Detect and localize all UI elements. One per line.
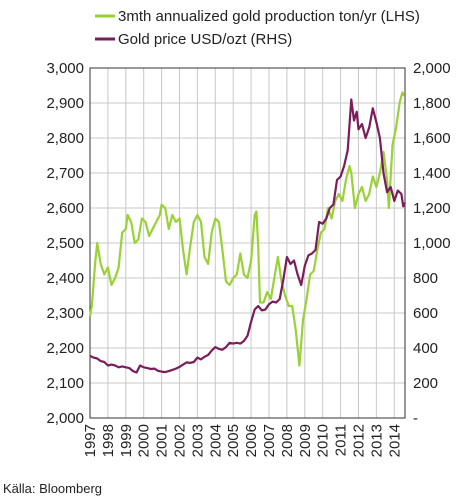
x-tick-label: 2006 <box>243 424 260 457</box>
y-left-tick-label: 2,800 <box>46 130 84 147</box>
x-tick-label: 2005 <box>225 424 242 457</box>
x-tick-label: 1997 <box>82 424 99 457</box>
y-left-tick-label: 2,700 <box>46 165 84 182</box>
x-tick-label: 2007 <box>261 424 278 457</box>
x-tick-label: 2000 <box>136 424 153 457</box>
x-tick-label: 1999 <box>118 424 135 457</box>
legend: 3mth annualized gold production ton/yr (… <box>95 8 420 48</box>
y-left-tick-label: 2,600 <box>46 200 84 217</box>
y-left-tick-label: 2,000 <box>46 410 84 427</box>
y-right-tick-label: 800 <box>413 270 438 287</box>
y-right-tick-label: 400 <box>413 340 438 357</box>
series-line-gold-price <box>89 98 406 374</box>
axes: 2,000 2,100 2,200 2,300 2,400 2,500 2,600 2,700… <box>46 60 450 457</box>
y-left-tick-label: 2,100 <box>46 375 84 392</box>
x-tick-label: 2008 <box>279 424 296 457</box>
x-tick-label: 2004 <box>207 424 224 457</box>
plot-frame <box>89 67 406 419</box>
x-tick-label: 2014 <box>386 424 403 457</box>
legend-label-production: 3mth annualized gold production ton/yr (… <box>118 8 420 25</box>
y-right-tick-label: 1,000 <box>413 235 451 252</box>
y-left-tick-label: 2,500 <box>46 235 84 252</box>
y-left-tick-label: 3,000 <box>46 60 84 77</box>
y-right-tick-label: 1,800 <box>413 95 451 112</box>
y-right-tick-label: 1,600 <box>413 130 451 147</box>
x-tick-label: 2003 <box>189 424 206 457</box>
x-tick-label: 2012 <box>350 424 367 457</box>
y-right-tick-label: 600 <box>413 305 438 322</box>
source-note: Källa: Bloomberg <box>3 481 102 496</box>
x-tick-label: 2009 <box>297 424 314 457</box>
y-right-tick-label: - <box>413 410 418 427</box>
y-left-tick-label: 2,300 <box>46 305 84 322</box>
y-left-tick-label: 2,900 <box>46 95 84 112</box>
x-tick-label: 1998 <box>100 424 117 457</box>
series-line-production <box>88 91 406 367</box>
y-right-tick-label: 2,000 <box>413 60 451 77</box>
x-tick-label: 2013 <box>368 424 385 457</box>
x-tick-label: 2002 <box>171 424 188 457</box>
x-tick-label: 2011 <box>333 424 350 456</box>
y-right-tick-label: 1,400 <box>413 165 451 182</box>
y-right-tick-label: 1,200 <box>413 200 451 217</box>
x-tick-label: 2001 <box>154 424 171 457</box>
y-left-tick-label: 2,200 <box>46 340 84 357</box>
series-lines <box>88 91 406 374</box>
x-tick-label: 2010 <box>315 424 332 457</box>
legend-label-gold-price: Gold price USD/ozt (RHS) <box>118 31 292 48</box>
y-left-tick-label: 2,400 <box>46 270 84 287</box>
y-right-tick-label: 200 <box>413 375 438 392</box>
